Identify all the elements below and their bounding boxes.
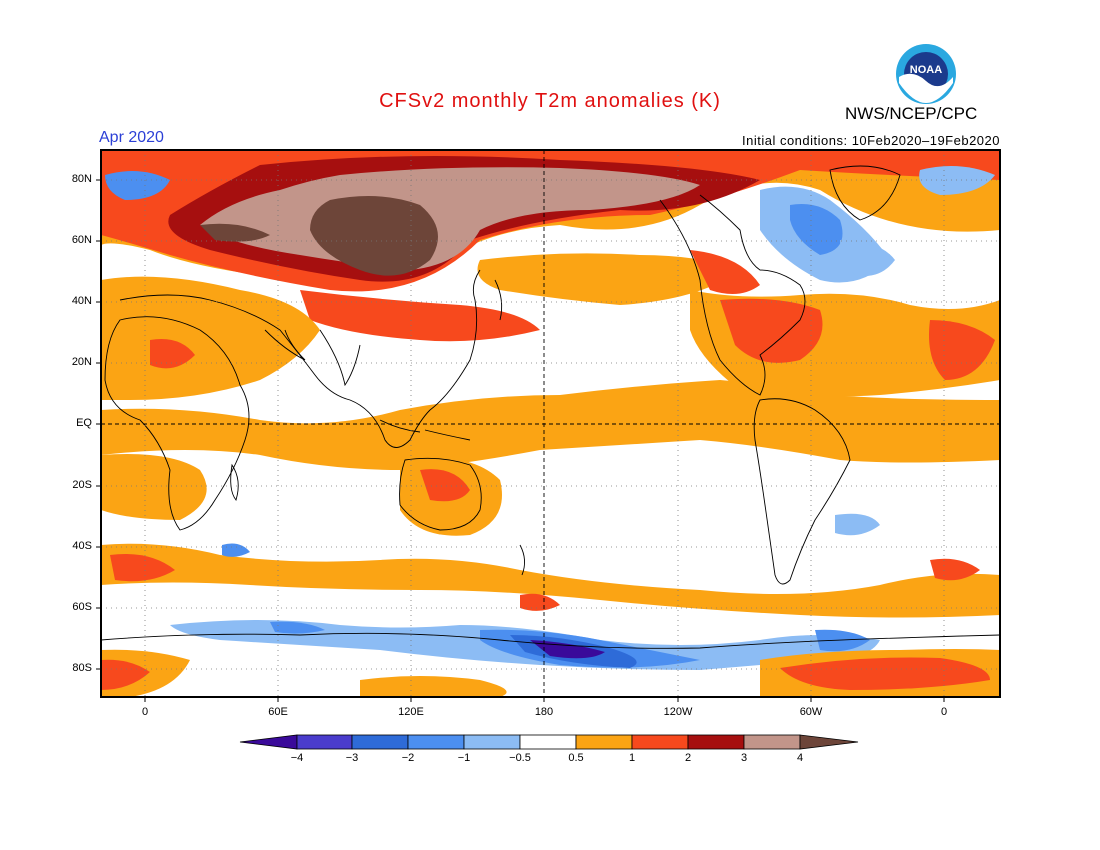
lat-label-40s: 40S xyxy=(72,540,92,552)
map-title: CFSv2 monthly T2m anomalies (K) xyxy=(379,90,721,112)
forecast-month: Apr 2020 xyxy=(99,129,164,146)
graticule xyxy=(101,150,1000,697)
colorbar-tick: −3 xyxy=(345,752,359,764)
lat-label-20s: 20S xyxy=(72,479,92,491)
lon-label-180: 180 xyxy=(534,706,554,718)
lat-label-80s: 80S xyxy=(72,662,92,674)
colorbar-tick: 3 xyxy=(740,752,748,764)
anomaly-field xyxy=(101,150,1000,697)
lat-label-eq: EQ xyxy=(76,417,92,429)
colorbar-tick: 2 xyxy=(684,752,692,764)
lon-label-60w: 60W xyxy=(799,706,823,718)
svg-text:NOAA: NOAA xyxy=(910,64,942,76)
colorbar-tick: 4 xyxy=(796,752,804,764)
equator-dateline xyxy=(101,150,1000,697)
lon-label-0: 0 xyxy=(141,706,149,718)
coastlines xyxy=(101,165,1000,649)
colorbar-tick: −0.5 xyxy=(509,752,531,764)
colorbar-tick: 0.5 xyxy=(568,752,584,764)
agency-label: NWS/NCEP/CPC xyxy=(845,104,978,123)
lon-label-120w: 120W xyxy=(663,706,693,718)
colorbar-tick: 1 xyxy=(628,752,636,764)
colorbar xyxy=(239,734,859,750)
colorbar-tick: −1 xyxy=(457,752,471,764)
lon-label-120e: 120E xyxy=(398,706,424,718)
colorbar-tick: −2 xyxy=(401,752,415,764)
lat-label-40n: 40N xyxy=(71,295,92,307)
lon-label-60e: 60E xyxy=(268,706,288,718)
initial-conditions: Initial conditions: 10Feb2020–19Feb2020 xyxy=(741,133,1000,148)
lon-label-0-east: 0 xyxy=(940,706,948,718)
lat-label-80n: 80N xyxy=(71,173,92,185)
lat-label-20n: 20N xyxy=(71,356,92,368)
colorbar-tick: −4 xyxy=(290,752,304,764)
lat-label-60s: 60S xyxy=(72,601,92,613)
noaa-logo: NOAA xyxy=(896,44,956,104)
lat-label-60n: 60N xyxy=(71,234,92,246)
